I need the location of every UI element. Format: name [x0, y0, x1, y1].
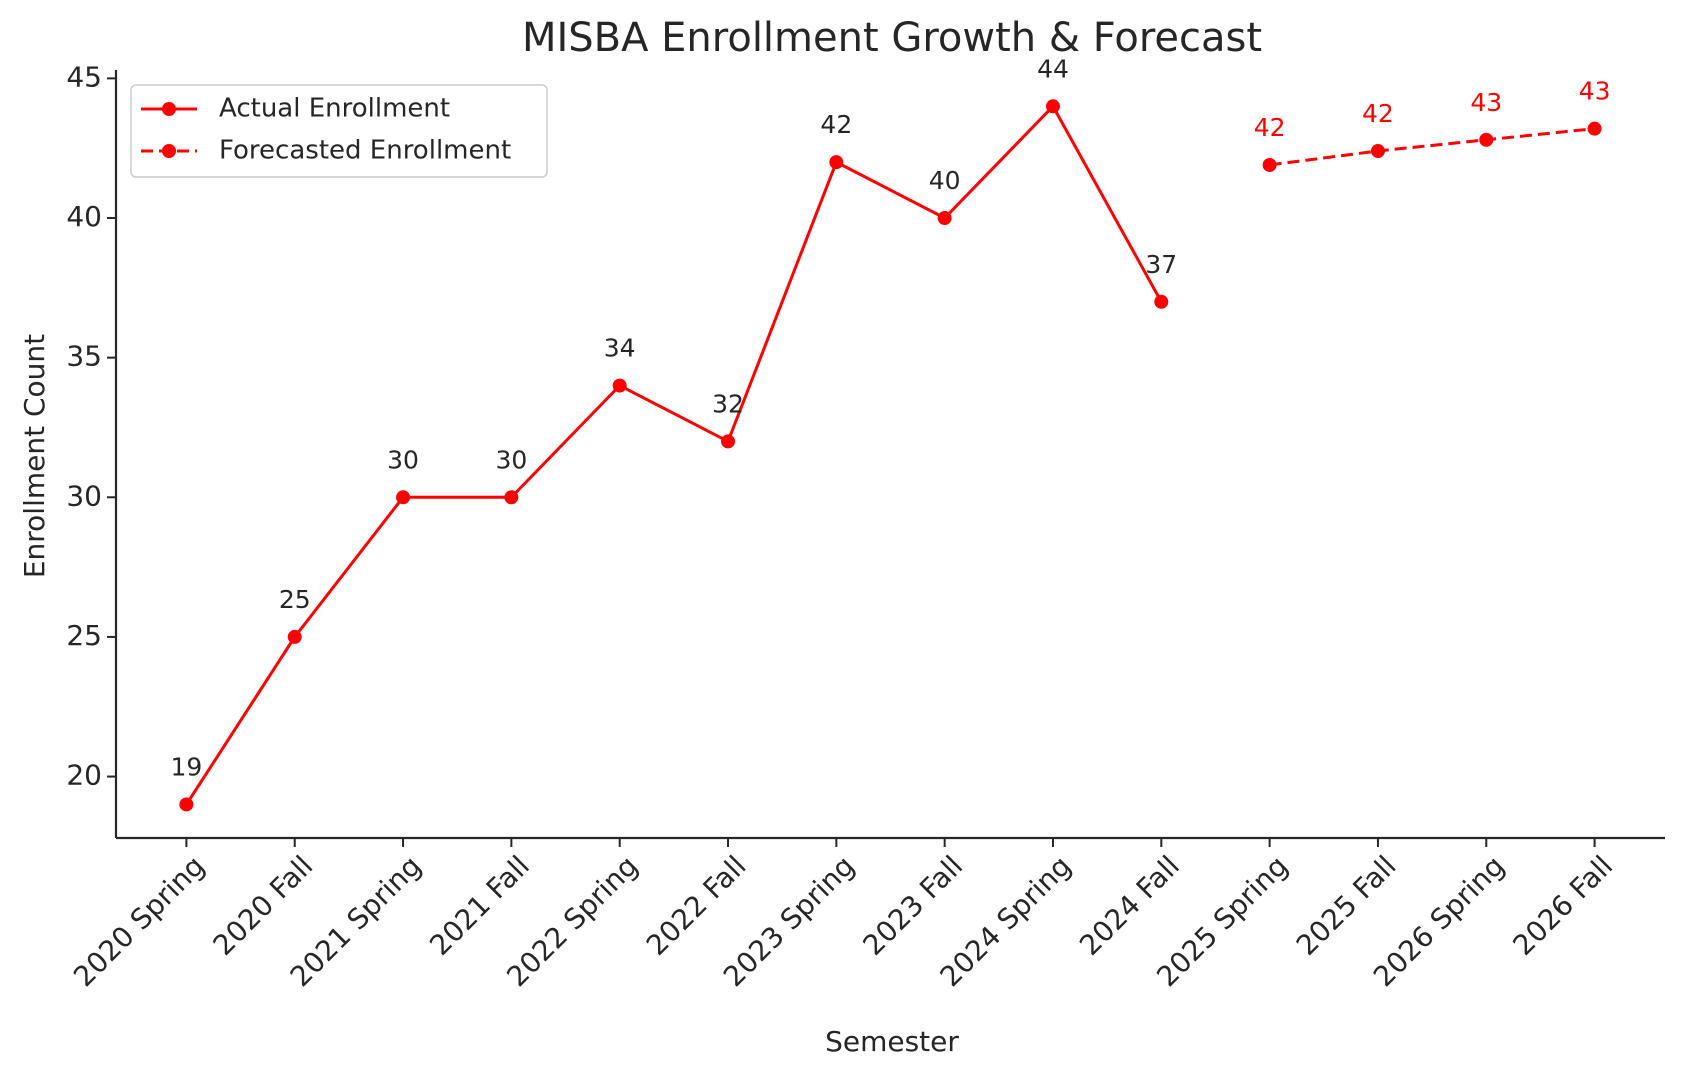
data-label: 42 [1362, 99, 1394, 128]
legend-label: Forecasted Enrollment [219, 136, 511, 166]
marker [179, 797, 194, 812]
data-label: 44 [1037, 54, 1069, 83]
series-line [1269, 127, 1595, 167]
marker [1154, 294, 1169, 309]
marker [721, 434, 736, 449]
marker [1587, 121, 1602, 136]
data-label: 37 [1145, 250, 1177, 279]
y-tick-label: 30 [66, 479, 102, 512]
legend-marker [162, 102, 176, 116]
y-axis-label: Enrollment Count [18, 334, 51, 578]
data-label: 43 [1579, 77, 1611, 106]
y-tick-label: 25 [66, 619, 102, 652]
data-label: 19 [171, 752, 203, 781]
legend-label: Actual Enrollment [219, 94, 450, 124]
marker [504, 490, 519, 505]
y-tick-label: 40 [66, 200, 102, 233]
x-tick-label: 2021 Fall [423, 849, 536, 962]
legend-marker [162, 144, 176, 158]
chart-title: MISBA Enrollment Growth & Forecast [522, 15, 1262, 61]
marker [396, 490, 411, 505]
marker [1479, 132, 1494, 147]
marker [612, 378, 627, 393]
marker [1045, 99, 1060, 114]
marker [937, 211, 952, 226]
y-tick-label: 35 [66, 340, 102, 373]
marker [1262, 157, 1277, 172]
data-label: 42 [1254, 113, 1286, 142]
data-label: 32 [712, 389, 744, 418]
marker [1370, 143, 1385, 158]
data-label: 25 [279, 585, 311, 614]
x-tick-label: 2020 Spring [67, 849, 211, 993]
data-label: 40 [929, 166, 961, 195]
data-label: 34 [604, 334, 636, 363]
series-line [185, 103, 1163, 806]
x-tick-label: 2025 Fall [1290, 849, 1403, 962]
x-axis-label: Semester [825, 1025, 959, 1058]
x-tick-label: 2026 Fall [1506, 849, 1619, 962]
marker [287, 629, 302, 644]
legend-box [130, 84, 548, 178]
data-label: 43 [1470, 88, 1502, 117]
x-tick-label: 2024 Fall [1073, 849, 1186, 962]
data-label: 30 [387, 445, 419, 474]
x-tick-label: 2020 Fall [207, 849, 320, 962]
x-tick-label: 2023 Fall [857, 849, 970, 962]
data-label: 42 [820, 110, 852, 139]
marker [829, 155, 844, 170]
y-tick-label: 20 [66, 759, 102, 792]
x-tick-label: 2022 Fall [640, 849, 753, 962]
data-label: 30 [495, 445, 527, 474]
y-tick-label: 45 [66, 60, 102, 93]
